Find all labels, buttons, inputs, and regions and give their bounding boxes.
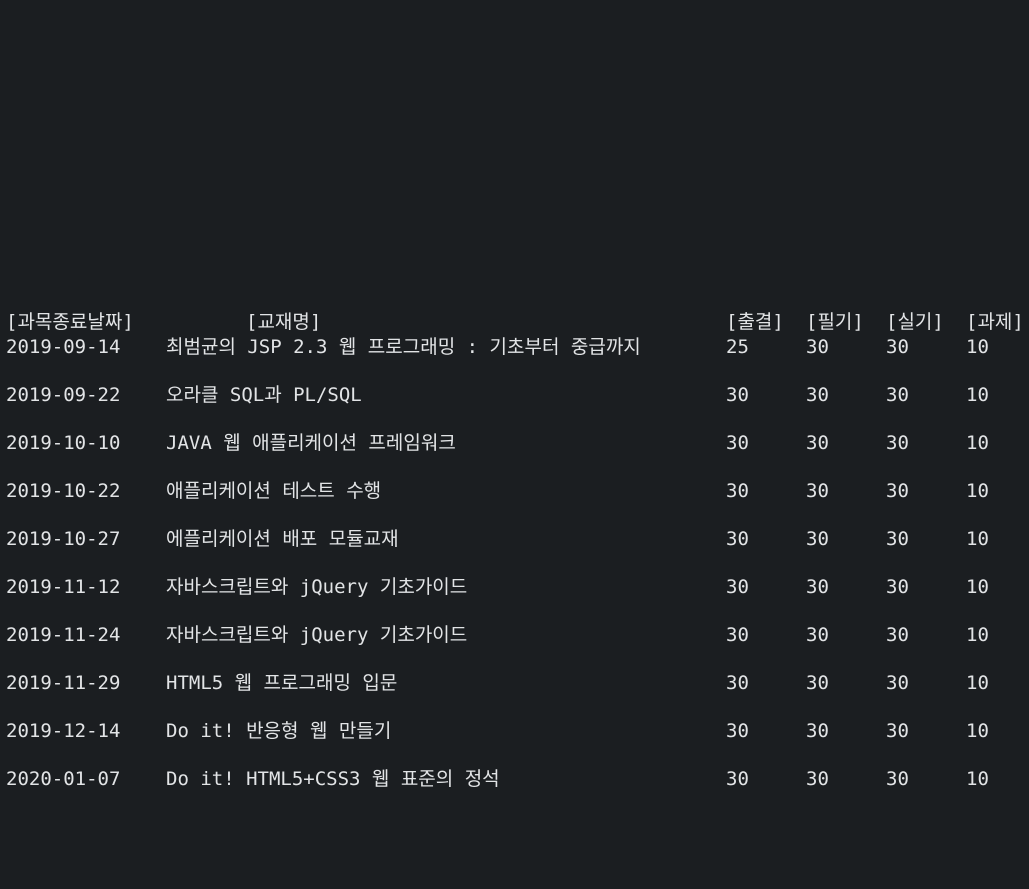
table-row: 2019-12-14 Do it! 반응형 웹 만들기 30 30 30 10	[0, 720, 1029, 744]
row-practical: 30	[886, 480, 909, 502]
row-practical: 30	[886, 672, 909, 694]
table-row: 2020-01-07 Do it! HTML5+CSS3 웹 표준의 정석 30…	[0, 768, 1029, 792]
row-written: 30	[806, 672, 829, 694]
header-attendance: [출결]	[726, 311, 784, 333]
row-written: 30	[806, 768, 829, 790]
row-practical: 30	[886, 576, 909, 598]
row-practical: 30	[886, 336, 909, 358]
row-assignment: 10	[966, 528, 989, 550]
table-row: 2019-10-22 애플리케이션 테스트 수행 30 30 30 10	[0, 480, 1029, 504]
row-written: 30	[806, 576, 829, 598]
row-title: Do it! HTML5+CSS3 웹 표준의 정석	[166, 768, 500, 790]
row-assignment: 10	[966, 432, 989, 454]
row-date: 2019-11-12	[6, 576, 121, 598]
row-assignment: 10	[966, 768, 989, 790]
header-practical: [실기]	[886, 311, 944, 333]
row-written: 30	[806, 624, 829, 646]
row-attendance: 30	[726, 432, 749, 454]
row-assignment: 10	[966, 624, 989, 646]
row-title: 자바스크립트와 jQuery 기초가이드	[166, 576, 468, 598]
row-title: 애플리케이션 테스트 수행	[166, 480, 382, 502]
row-date: 2019-10-22	[6, 480, 121, 502]
header-date: [과목종료날짜]	[6, 311, 134, 333]
header-written: [필기]	[806, 311, 864, 333]
row-date: 2019-10-10	[6, 432, 121, 454]
table-row: 2019-10-27 에플리케이션 배포 모듈교재 30 30 30 10	[0, 528, 1029, 552]
row-practical: 30	[886, 720, 909, 742]
row-written: 30	[806, 528, 829, 550]
row-assignment: 10	[966, 576, 989, 598]
header-title: [교재명]	[246, 311, 322, 333]
row-practical: 30	[886, 528, 909, 550]
row-practical: 30	[886, 624, 909, 646]
table-row: 2019-10-10 JAVA 웹 애플리케이션 프레임워크 30 30 30 …	[0, 432, 1029, 456]
row-date: 2019-09-14	[6, 336, 121, 358]
row-assignment: 10	[966, 672, 989, 694]
row-attendance: 30	[726, 576, 749, 598]
row-assignment: 10	[966, 336, 989, 358]
row-date: 2019-10-27	[6, 528, 121, 550]
table-row: 2019-11-12 자바스크립트와 jQuery 기초가이드 30 30 30…	[0, 576, 1029, 600]
row-written: 30	[806, 432, 829, 454]
row-attendance: 30	[726, 480, 749, 502]
row-written: 30	[806, 384, 829, 406]
row-written: 30	[806, 720, 829, 742]
row-practical: 30	[886, 384, 909, 406]
row-written: 30	[806, 480, 829, 502]
row-attendance: 30	[726, 720, 749, 742]
row-attendance: 30	[726, 672, 749, 694]
row-date: 2019-12-14	[6, 720, 121, 742]
row-title: 오라클 SQL과 PL/SQL	[166, 384, 362, 406]
row-title: Do it! 반응형 웹 만들기	[166, 720, 392, 742]
row-attendance: 30	[726, 624, 749, 646]
row-attendance: 30	[726, 528, 749, 550]
row-attendance: 25	[726, 336, 749, 358]
row-title: 에플리케이션 배포 모듈교재	[166, 528, 399, 550]
row-practical: 30	[886, 432, 909, 454]
header-assignment: [과제]	[966, 311, 1024, 333]
row-date: 2020-01-07	[6, 768, 121, 790]
row-date: 2019-09-22	[6, 384, 121, 406]
table-header: [과목종료날짜] [교재명] [출결] [필기] [실기] [과제]	[0, 311, 1029, 335]
row-assignment: 10	[966, 480, 989, 502]
row-written: 30	[806, 336, 829, 358]
row-date: 2019-11-24	[6, 624, 121, 646]
row-assignment: 10	[966, 720, 989, 742]
row-attendance: 30	[726, 384, 749, 406]
row-title: 최범균의 JSP 2.3 웹 프로그래밍 : 기초부터 중급까지	[166, 336, 641, 358]
row-practical: 30	[886, 768, 909, 790]
table-row: 2019-11-24 자바스크립트와 jQuery 기초가이드 30 30 30…	[0, 624, 1029, 648]
table-row: 2019-09-14 최범균의 JSP 2.3 웹 프로그래밍 : 기초부터 중…	[0, 336, 1029, 360]
row-date: 2019-11-29	[6, 672, 121, 694]
row-title: 자바스크립트와 jQuery 기초가이드	[166, 624, 468, 646]
row-assignment: 10	[966, 384, 989, 406]
row-title: HTML5 웹 프로그래밍 입문	[166, 672, 398, 694]
table-row: 2019-11-29 HTML5 웹 프로그래밍 입문 30 30 30 10	[0, 672, 1029, 696]
row-title: JAVA 웹 애플리케이션 프레임워크	[166, 432, 456, 454]
row-attendance: 30	[726, 768, 749, 790]
table-row: 2019-09-22 오라클 SQL과 PL/SQL 30 30 30 10	[0, 384, 1029, 408]
